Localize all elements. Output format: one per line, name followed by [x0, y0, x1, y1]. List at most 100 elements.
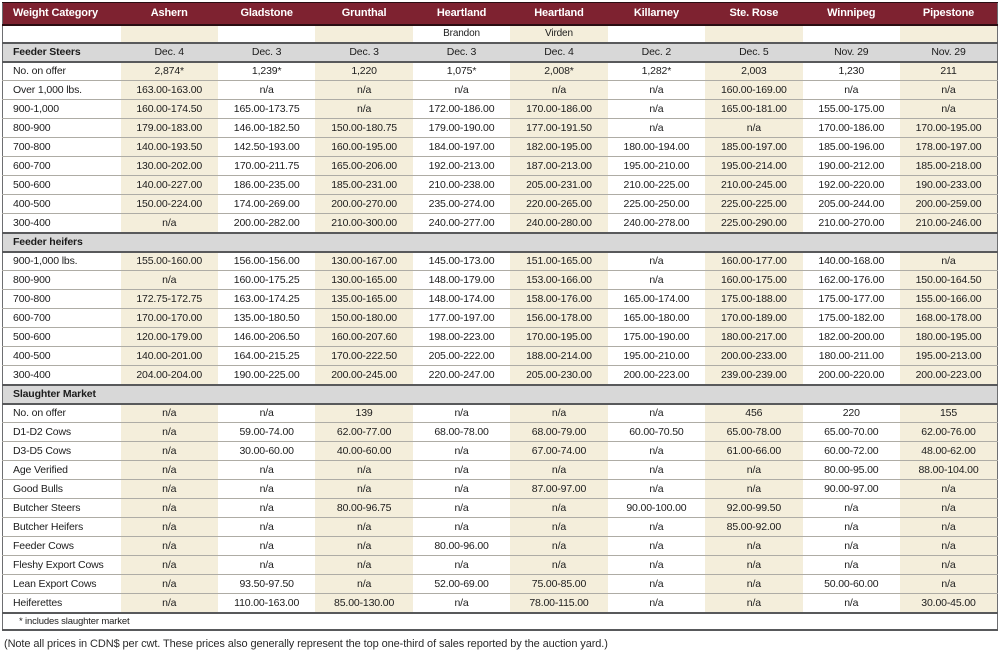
price-cell: 153.00-166.00 — [510, 270, 608, 290]
price-cell: 170.00-186.00 — [510, 99, 608, 119]
price-cell: 164.00-215.25 — [217, 346, 316, 366]
table-row: Feeder Cows n/a n/a n/a 80.00-96.00 n/a n/a n/a… — [2, 536, 998, 556]
price-cell: 239.00-239.00 — [705, 365, 803, 385]
table-row: 500-600 120.00-179.00 146.00-206.50 160.00-… — [2, 327, 998, 347]
price-cell: 210.00-225.00 — [607, 175, 706, 195]
price-cell: n/a — [120, 555, 218, 575]
price-cell: n/a — [412, 80, 511, 100]
price-cell: 168.00-178.00 — [900, 308, 998, 328]
price-cell: 139 — [315, 403, 413, 423]
row-label: Age Verified — [2, 460, 121, 480]
section-date — [412, 231, 511, 253]
row-label: 900-1,000 lbs. — [2, 251, 121, 271]
price-cell: 160.00-169.00 — [705, 80, 803, 100]
price-cell: 163.00-174.25 — [217, 289, 316, 309]
price-cell: n/a — [315, 460, 413, 480]
price-cell: 200.00-220.00 — [802, 365, 900, 385]
price-cell: 88.00-104.00 — [900, 460, 998, 480]
table-row: 400-500 140.00-201.00 164.00-215.25 170.00-… — [2, 346, 998, 366]
price-cell: 175.00-177.00 — [802, 289, 900, 309]
section-date: Dec. 4 — [510, 41, 608, 63]
column-subheader — [607, 24, 706, 43]
table-row: Age Verified n/a n/a n/a n/a n/a n/a n/a 80.00-9… — [2, 460, 998, 480]
price-cell: n/a — [607, 536, 706, 556]
price-cell: 1,230 — [802, 61, 900, 81]
column-subheader — [705, 24, 803, 43]
section-date: Nov. 29 — [802, 41, 900, 63]
section-title: Slaughter Market — [2, 383, 121, 405]
price-cell: 240.00-278.00 — [607, 213, 706, 233]
price-cell: n/a — [120, 593, 218, 613]
price-note: (Note all prices in CDN$ per cwt. These … — [4, 637, 608, 650]
price-cell: n/a — [315, 99, 413, 119]
row-label: 400-500 — [2, 346, 121, 366]
price-cell: 160.00-177.00 — [705, 251, 803, 271]
table-footnote: * includes slaughter market — [2, 611, 998, 631]
price-cell: 92.00-99.50 — [705, 498, 803, 518]
price-cell: 2,003 — [705, 61, 803, 81]
price-cell: n/a — [510, 517, 608, 537]
price-table: Weight Category Ashern Gladstone Grunthal He… — [2, 2, 998, 631]
column-header: Heartland — [510, 2, 608, 26]
price-cell: 151.00-165.00 — [510, 251, 608, 271]
row-label: Good Bulls — [2, 479, 121, 499]
section-date — [705, 383, 803, 405]
price-cell: 68.00-78.00 — [412, 422, 511, 442]
section-date — [217, 231, 316, 253]
price-cell: 160.00-207.60 — [315, 327, 413, 347]
price-cell: 195.00-213.00 — [900, 346, 998, 366]
price-cell: n/a — [802, 593, 900, 613]
table-row: No. on offer n/a n/a 139 n/a n/a n/a 456 220 155 — [2, 403, 998, 423]
table-row: 800-900 n/a 160.00-175.25 130.00-165.00 148.… — [2, 270, 998, 290]
price-cell: 65.00-78.00 — [705, 422, 803, 442]
price-cell: n/a — [900, 479, 998, 499]
price-cell: n/a — [217, 460, 316, 480]
footnote-row: * includes slaughter market — [2, 611, 998, 631]
section-date — [607, 383, 706, 405]
price-cell: 150.00-224.00 — [120, 194, 218, 214]
price-cell: 200.00-233.00 — [705, 346, 803, 366]
price-cell: 162.00-176.00 — [802, 270, 900, 290]
table-row: Fleshy Export Cows n/a n/a n/a n/a n/a n/a n/a n… — [2, 555, 998, 575]
column-subheader — [315, 24, 413, 43]
price-cell: n/a — [510, 460, 608, 480]
price-cell: 172.00-186.00 — [412, 99, 511, 119]
price-cell: 210.00-270.00 — [802, 213, 900, 233]
price-cell: 65.00-70.00 — [802, 422, 900, 442]
price-cell: 80.00-96.00 — [412, 536, 511, 556]
price-cell: 192.00-220.00 — [802, 175, 900, 195]
section-row: Feeder Steers Dec. 4 Dec. 3 Dec. 3 Dec. 3 Dec… — [2, 41, 998, 63]
column-subheader — [900, 24, 998, 43]
section-date — [607, 231, 706, 253]
section-title: Feeder heifers — [2, 231, 121, 253]
price-cell: n/a — [315, 479, 413, 499]
price-cell: n/a — [900, 536, 998, 556]
price-cell: n/a — [607, 460, 706, 480]
table-row: Lean Export Cows n/a 93.50-97.50 n/a 52.00-6… — [2, 574, 998, 594]
price-cell: 175.00-182.00 — [802, 308, 900, 328]
price-cell: n/a — [607, 80, 706, 100]
price-cell: 225.00-225.00 — [705, 194, 803, 214]
price-cell: 68.00-79.00 — [510, 422, 608, 442]
table-row: 400-500 150.00-224.00 174.00-269.00 200.00-… — [2, 194, 998, 214]
price-cell: n/a — [705, 536, 803, 556]
price-cell: 2,008* — [510, 61, 608, 81]
price-cell: 165.00-206.00 — [315, 156, 413, 176]
price-cell: n/a — [120, 574, 218, 594]
price-cell: 148.00-179.00 — [412, 270, 511, 290]
column-header: Grunthal — [315, 2, 413, 26]
row-label: 600-700 — [2, 308, 121, 328]
price-cell: n/a — [900, 574, 998, 594]
row-label: No. on offer — [2, 61, 121, 81]
price-cell: n/a — [802, 517, 900, 537]
price-cell: 155.00-160.00 — [120, 251, 218, 271]
price-cell: 67.00-74.00 — [510, 441, 608, 461]
row-label: No. on offer — [2, 403, 121, 423]
table-row: 300-400 n/a 200.00-282.00 210.00-300.00 240.… — [2, 213, 998, 233]
table-row: 800-900 179.00-183.00 146.00-182.50 150.00-… — [2, 118, 998, 138]
price-cell: n/a — [412, 555, 511, 575]
price-cell: 146.00-206.50 — [217, 327, 316, 347]
section-row: Feeder heifers — [2, 231, 998, 253]
price-cell: 1,282* — [607, 61, 706, 81]
column-header: Heartland — [412, 2, 511, 26]
